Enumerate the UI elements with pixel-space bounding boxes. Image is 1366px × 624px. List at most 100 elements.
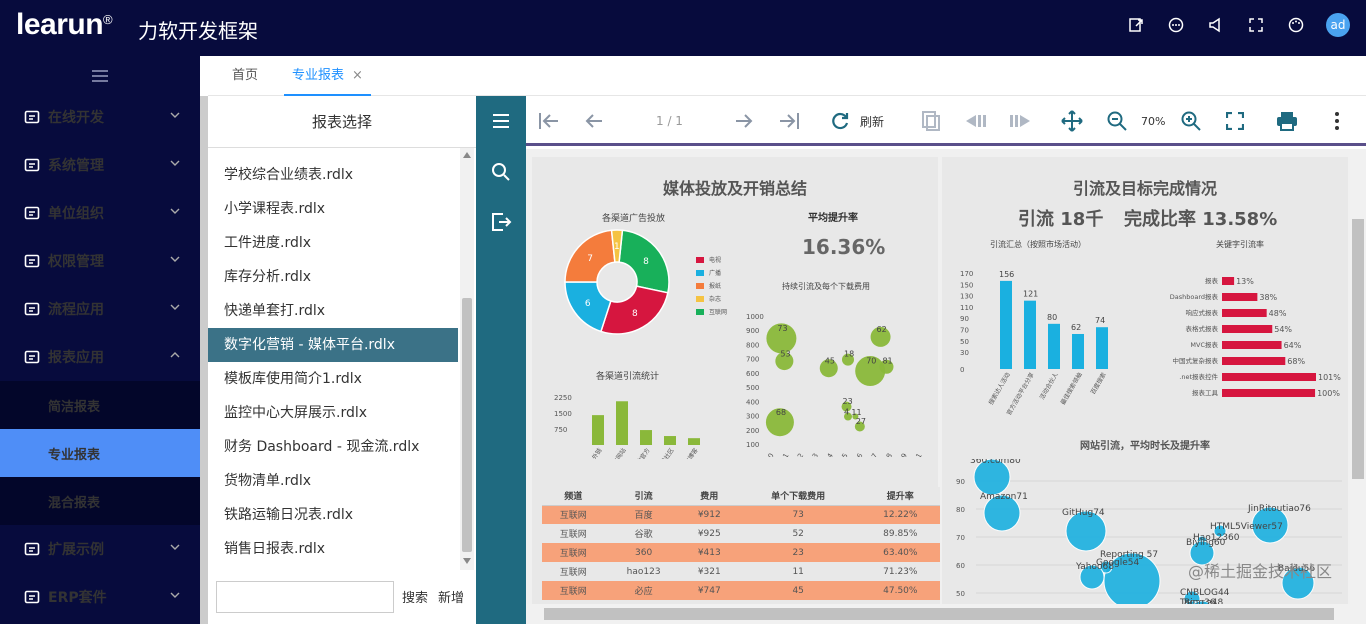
zoom-out-icon[interactable] bbox=[1106, 110, 1128, 132]
y-tick: 130 bbox=[960, 293, 973, 301]
menu-toggle-icon[interactable] bbox=[0, 56, 200, 96]
legend-item: 互联网 bbox=[696, 305, 727, 318]
report-list-item[interactable]: 模板库使用简介1.rdlx bbox=[224, 371, 362, 387]
report-vscrollbar[interactable] bbox=[1350, 149, 1366, 604]
bar-label: 74 bbox=[1095, 316, 1105, 325]
report-hscrollbar[interactable] bbox=[526, 604, 1366, 624]
table-header: 费用 bbox=[682, 487, 736, 506]
report-list-item[interactable]: 数字化营销 - 媒体平台.rdlx bbox=[208, 328, 458, 362]
avatar[interactable]: ad bbox=[1326, 13, 1350, 37]
sidebar-item-6[interactable]: 扩展示例 bbox=[0, 525, 200, 573]
bubble bbox=[852, 413, 859, 420]
menu-icon-6 bbox=[24, 541, 40, 557]
sidebar-item-1[interactable]: 系统管理 bbox=[0, 141, 200, 189]
close-icon[interactable]: × bbox=[352, 68, 363, 83]
next-section-icon[interactable] bbox=[1010, 110, 1032, 132]
search-button[interactable]: 搜索 bbox=[402, 591, 429, 606]
panel-scrollbar[interactable] bbox=[460, 148, 474, 570]
refresh-button[interactable]: 刷新 bbox=[830, 110, 884, 132]
sidebar-item-label: ERP套件 bbox=[48, 590, 107, 606]
report-list-item[interactable]: 销售日报表.rdlx bbox=[224, 541, 326, 557]
y-tick: 600 bbox=[746, 370, 759, 378]
export-icon[interactable] bbox=[1126, 15, 1146, 35]
bubble-label: HTML5Viewer57 bbox=[1210, 522, 1283, 532]
chevron-icon bbox=[170, 160, 180, 166]
sidebar-item-2[interactable]: 单位组织 bbox=[0, 189, 200, 237]
zoom-in-icon[interactable] bbox=[1180, 110, 1202, 132]
sidebar-item-7[interactable]: ERP套件 bbox=[0, 573, 200, 621]
print-icon[interactable] bbox=[1276, 110, 1298, 132]
prev-section-icon[interactable] bbox=[964, 110, 986, 132]
sidebar-item-0[interactable]: 在线开发 bbox=[0, 93, 200, 141]
sidebar-item-3[interactable]: 权限管理 bbox=[0, 237, 200, 285]
report-list-item[interactable]: 学校综合业绩表.rdlx bbox=[224, 167, 354, 183]
prev-page-icon[interactable] bbox=[584, 110, 604, 132]
panel-title: 报表选择 bbox=[208, 96, 476, 148]
search-input[interactable] bbox=[216, 581, 394, 613]
y-tick: 80 bbox=[956, 506, 965, 514]
pie-label: 6 bbox=[585, 299, 591, 309]
table-header: 提升率 bbox=[860, 487, 940, 506]
message-icon[interactable] bbox=[1166, 15, 1186, 35]
menu-icon[interactable] bbox=[489, 109, 513, 133]
y-tick: 200 bbox=[746, 427, 759, 435]
bubble1-title: 持续引流及每个下载费用 bbox=[782, 282, 870, 291]
report-list-item[interactable]: 货物清单.rdlx bbox=[224, 473, 312, 489]
tab-pro-report[interactable]: 专业报表 × bbox=[284, 56, 371, 96]
report-list-item[interactable]: 库存分析.rdlx bbox=[224, 269, 312, 285]
first-page-icon[interactable] bbox=[538, 110, 560, 132]
last-page-icon[interactable] bbox=[778, 110, 800, 132]
zoom-level[interactable]: 70% bbox=[1141, 114, 1166, 128]
report-list-item[interactable]: 工件进度.rdlx bbox=[224, 235, 312, 251]
search-icon[interactable] bbox=[489, 160, 513, 184]
sidebar-subitem-2[interactable]: 混合报表 bbox=[0, 477, 200, 525]
bubble bbox=[1192, 600, 1212, 604]
tab-home[interactable]: 首页 bbox=[232, 68, 259, 83]
report-list-item[interactable]: 铁路运输日况表.rdlx bbox=[224, 507, 354, 523]
tab-bar: 首页 专业报表 × bbox=[208, 56, 1366, 96]
logo[interactable]: learun® bbox=[16, 8, 113, 41]
chevron-icon bbox=[170, 352, 180, 358]
sidebar-item-5[interactable]: 报表应用 bbox=[0, 333, 200, 381]
y-tick: 表格式报表 bbox=[1186, 324, 1219, 333]
theme-icon[interactable] bbox=[1286, 15, 1306, 35]
pie-chart: 8 8 6 7 1 bbox=[564, 229, 670, 335]
y-tick: 2250 bbox=[554, 394, 572, 402]
notice-icon[interactable] bbox=[1206, 15, 1226, 35]
sidebar-subitem-1[interactable]: 专业报表 bbox=[0, 429, 200, 477]
bubble bbox=[765, 408, 794, 437]
report-panel: 报表选择 学校综合业绩表.rdlx 小学课程表.rdlx 工件进度.rdlx 库存分析… bbox=[208, 96, 476, 624]
fullscreen-icon[interactable] bbox=[1246, 15, 1266, 35]
bar-label: 156 bbox=[999, 270, 1014, 279]
report-list-item[interactable]: 小学课程表.rdlx bbox=[224, 201, 326, 217]
report-list-item[interactable]: 快递单套打.rdlx bbox=[224, 303, 326, 319]
page-indicator[interactable]: 1 / 1 bbox=[656, 114, 683, 128]
table-cell: 52 bbox=[735, 524, 861, 543]
export-icon[interactable] bbox=[489, 210, 513, 234]
pie-label: 8 bbox=[643, 257, 649, 267]
table-cell: 互联网 bbox=[542, 524, 605, 543]
more-icon[interactable] bbox=[1334, 110, 1340, 132]
report-list-item[interactable]: 财务 Dashboard - 现金流.rdlx bbox=[224, 439, 420, 455]
next-page-icon[interactable] bbox=[734, 110, 754, 132]
move-icon[interactable] bbox=[1060, 110, 1084, 132]
table-cell: ¥321 bbox=[682, 562, 736, 581]
fit-icon[interactable] bbox=[1226, 110, 1244, 132]
top-bar: learun® 力软开发框架 ad bbox=[0, 0, 1366, 56]
sidebar-scrollbar[interactable] bbox=[200, 96, 208, 624]
sidebar-item-4[interactable]: 流程应用 bbox=[0, 285, 200, 333]
sidebar-item-label: 在线开发 bbox=[48, 110, 104, 126]
bubble-label: CNBLOG44 bbox=[1180, 588, 1230, 598]
add-button[interactable]: 新增 bbox=[438, 591, 465, 606]
viewer-rail bbox=[476, 96, 526, 624]
x-tick: 搜索达人活动 bbox=[987, 371, 1012, 406]
report-list-item[interactable]: 监控中心大屏展示.rdlx bbox=[224, 405, 368, 421]
menu-icon-3 bbox=[24, 253, 40, 269]
bar-label: 100% bbox=[1317, 389, 1340, 398]
copy-icon[interactable] bbox=[920, 110, 942, 132]
bar-label: 13% bbox=[1236, 277, 1254, 286]
sidebar-subitem-0[interactable]: 简洁报表 bbox=[0, 381, 200, 429]
data-table: 频道 引流 费用 单个下载费用 提升率 互联网 百度 ¥912 73 12.22% 互联网 谷歌 ¥92… bbox=[542, 487, 940, 604]
bar-label: 121 bbox=[1023, 290, 1038, 299]
